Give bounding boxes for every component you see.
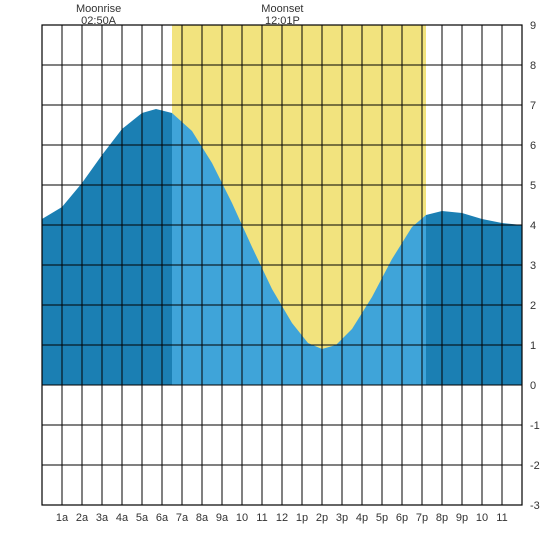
x-tick-label: 11	[256, 512, 267, 524]
x-tick-label: 9a	[216, 512, 229, 524]
tide-chart: -3-2-101234567891a2a3a4a5a6a7a8a9a101112…	[0, 0, 550, 550]
x-tick-label: 3a	[96, 512, 109, 524]
moonset-time: 12:01P	[265, 15, 300, 27]
y-tick-label: 0	[530, 380, 536, 392]
y-tick-label: 7	[530, 100, 536, 112]
x-tick-label: 2p	[316, 512, 328, 524]
y-tick-label: 8	[530, 60, 536, 72]
x-tick-label: 7p	[416, 512, 428, 524]
y-tick-label: 9	[530, 20, 536, 32]
moonrise-title: Moonrise	[76, 3, 121, 15]
chart-svg: -3-2-101234567891a2a3a4a5a6a7a8a9a101112…	[0, 0, 550, 550]
y-tick-label: 4	[530, 220, 536, 232]
x-tick-label: 1a	[56, 512, 69, 524]
y-tick-label: 2	[530, 300, 536, 312]
x-tick-label: 1p	[296, 512, 308, 524]
x-tick-label: 3p	[336, 512, 348, 524]
tide-area-segment	[426, 211, 522, 385]
x-tick-label: 4a	[116, 512, 129, 524]
y-tick-label: 1	[530, 340, 536, 352]
x-tick-label: 9p	[456, 512, 468, 524]
x-tick-label: 4p	[356, 512, 368, 524]
x-tick-label: 11	[496, 512, 507, 524]
x-tick-label: 7a	[176, 512, 189, 524]
y-tick-label: -2	[530, 460, 540, 472]
x-tick-label: 6p	[396, 512, 408, 524]
y-tick-label: 3	[530, 260, 536, 272]
x-tick-label: 5a	[136, 512, 149, 524]
x-tick-label: 6a	[156, 512, 169, 524]
y-tick-label: -3	[530, 500, 540, 512]
x-tick-label: 2a	[76, 512, 89, 524]
x-tick-label: 10	[236, 512, 248, 524]
x-tick-label: 8p	[436, 512, 448, 524]
x-tick-label: 5p	[376, 512, 388, 524]
moonset-title: Moonset	[261, 3, 303, 15]
moonrise-time: 02:50A	[81, 15, 117, 27]
y-tick-label: -1	[530, 420, 540, 432]
y-tick-label: 5	[530, 180, 536, 192]
y-tick-label: 6	[530, 140, 536, 152]
x-tick-label: 12	[276, 512, 288, 524]
x-tick-label: 10	[476, 512, 488, 524]
x-tick-label: 8a	[196, 512, 209, 524]
